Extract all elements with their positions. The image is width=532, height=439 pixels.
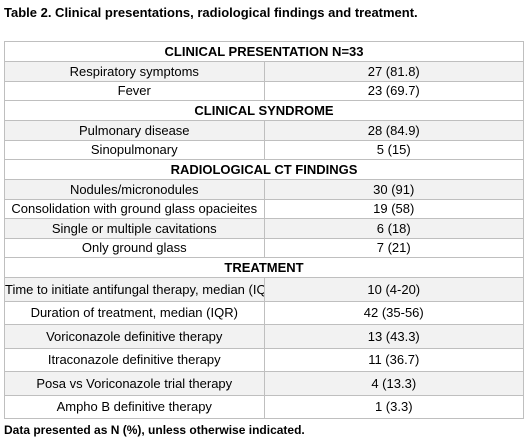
table-row: Fever 23 (69.7) — [4, 80, 524, 101]
row-label: Posa vs Voriconazole trial therapy — [4, 371, 265, 396]
table-row: Ampho B definitive therapy 1 (3.3) — [4, 394, 524, 419]
row-value: 30 (91) — [263, 179, 524, 200]
section-header: CLINICAL PRESENTATION N=33 — [4, 41, 524, 62]
section-row: CLINICAL PRESENTATION N=33 — [4, 41, 524, 62]
section-row: CLINICAL SYNDROME — [4, 100, 524, 121]
row-value: 28 (84.9) — [263, 120, 524, 141]
footnote: Data presented as N (%), unless otherwis… — [4, 423, 305, 437]
row-value: 27 (81.8) — [263, 61, 524, 82]
table-row: Single or multiple cavitations 6 (18) — [4, 218, 524, 239]
row-value: 10 (4-20) — [263, 277, 524, 302]
table-row: Nodules/micronodules 30 (91) — [4, 179, 524, 200]
row-label: Ampho B definitive therapy — [4, 394, 265, 419]
table-row: Respiratory symptoms 27 (81.8) — [4, 61, 524, 82]
row-label: Consolidation with ground glass opacieit… — [4, 198, 265, 219]
row-label: Nodules/micronodules — [4, 179, 265, 200]
table-row: Voriconazole definitive therapy 13 (43.3) — [4, 324, 524, 349]
row-label: Single or multiple cavitations — [4, 218, 265, 239]
table-row: Duration of treatment, median (IQR) 42 (3… — [4, 300, 524, 325]
row-label: Pulmonary disease — [4, 120, 265, 141]
table-row: Itraconazole definitive therapy 11 (36.7) — [4, 347, 524, 372]
row-label: Duration of treatment, median (IQR) — [4, 300, 265, 325]
section-header: TREATMENT — [4, 257, 524, 278]
row-value: 11 (36.7) — [263, 347, 524, 372]
row-value: 4 (13.3) — [263, 371, 524, 396]
table-row: Time to initiate antifungal therapy, med… — [4, 277, 524, 302]
row-value: 1 (3.3) — [263, 394, 524, 419]
table-row: Only ground glass 7 (21) — [4, 237, 524, 258]
row-value: 5 (15) — [263, 139, 524, 160]
section-header: CLINICAL SYNDROME — [4, 100, 524, 121]
section-row: TREATMENT — [4, 257, 524, 278]
row-label: Time to initiate antifungal therapy, med… — [4, 277, 265, 302]
section-row: RADIOLOGICAL CT FINDINGS — [4, 159, 524, 180]
table-body: CLINICAL PRESENTATION N=33 Respiratory sy… — [4, 41, 524, 419]
row-label: Respiratory symptoms — [4, 61, 265, 82]
table-title: Table 2. Clinical presentations, radiolo… — [4, 5, 418, 20]
data-table: CLINICAL PRESENTATION N=33 Respiratory sy… — [4, 41, 524, 419]
row-value: 13 (43.3) — [263, 324, 524, 349]
row-label: Itraconazole definitive therapy — [4, 347, 265, 372]
row-label: Fever — [4, 80, 265, 101]
section-header: RADIOLOGICAL CT FINDINGS — [4, 159, 524, 180]
row-value: 7 (21) — [263, 237, 524, 258]
row-label: Only ground glass — [4, 237, 265, 258]
table-row: Consolidation with ground glass opacieit… — [4, 198, 524, 219]
row-value: 23 (69.7) — [263, 80, 524, 101]
table-row: Pulmonary disease 28 (84.9) — [4, 120, 524, 141]
row-value: 19 (58) — [263, 198, 524, 219]
row-label: Sinopulmonary — [4, 139, 265, 160]
table-row: Posa vs Voriconazole trial therapy 4 (13.… — [4, 371, 524, 396]
table-row: Sinopulmonary 5 (15) — [4, 139, 524, 160]
row-value: 6 (18) — [263, 218, 524, 239]
row-value: 42 (35-56) — [263, 300, 524, 325]
row-label: Voriconazole definitive therapy — [4, 324, 265, 349]
